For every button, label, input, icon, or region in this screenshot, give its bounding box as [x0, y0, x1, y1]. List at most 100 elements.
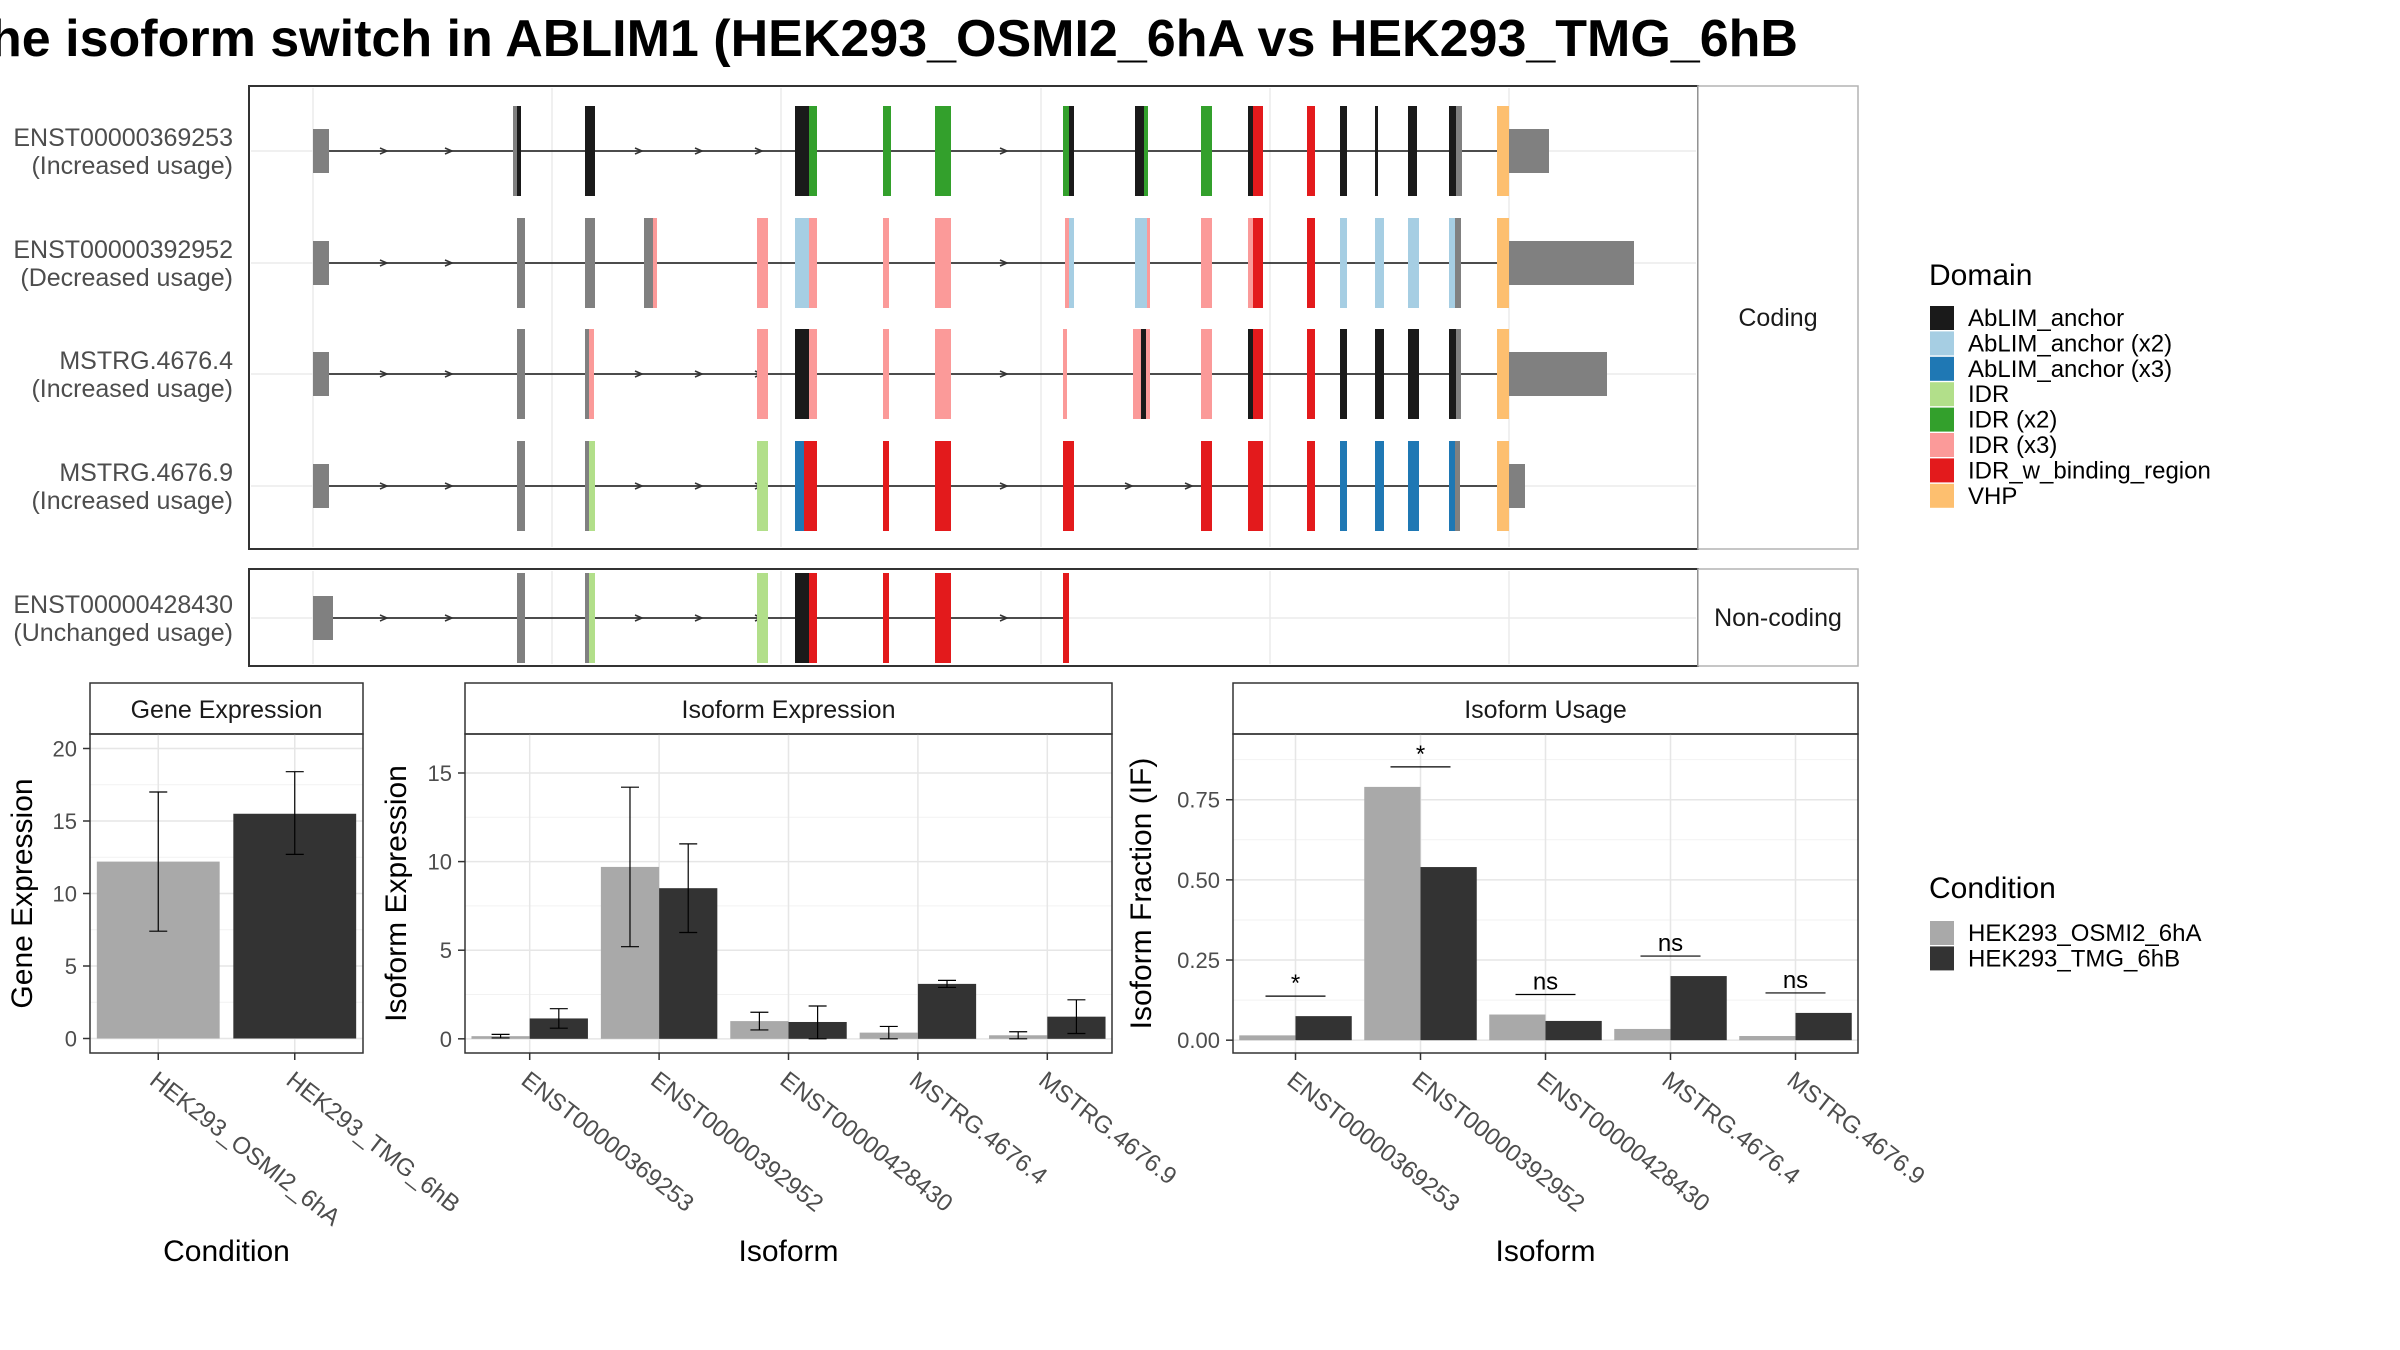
y-tick-label: 15	[428, 761, 452, 786]
plot-title: he isoform switch in ABLIM1 (HEK293_OSMI…	[0, 10, 1798, 68]
coding-exon	[513, 106, 517, 196]
bar	[1364, 786, 1421, 1041]
domain-exon	[1069, 218, 1074, 308]
coding-exon	[1456, 329, 1461, 419]
strand-arrow	[634, 482, 644, 490]
condition-legend-title: Condition	[1929, 872, 2056, 905]
bar	[1545, 1020, 1602, 1041]
significance-label: *	[1291, 970, 1300, 997]
coding-exon	[517, 441, 525, 531]
domain-legend-key	[1930, 306, 1954, 330]
domain-exon	[883, 218, 889, 308]
strand-arrow	[379, 614, 389, 622]
chart-title: Gene Expression	[131, 696, 323, 724]
domain-exon	[809, 218, 817, 308]
strand-arrow	[379, 370, 389, 378]
condition-legend-label: HEK293_OSMI2_6hA	[1968, 920, 2201, 947]
chart-strip	[1232, 682, 1859, 735]
condition-legend-label: HEK293_TMG_6hB	[1968, 945, 2180, 972]
coding-exon	[1456, 106, 1462, 196]
utr5-exon	[313, 596, 333, 640]
strand-arrow	[1124, 482, 1134, 490]
domain-exon	[795, 573, 809, 663]
strand-arrow	[444, 482, 454, 490]
domain-exon	[1065, 218, 1069, 308]
utr3-exon	[1509, 464, 1525, 508]
transcript-rows	[313, 106, 1634, 663]
coding-strip-label: Coding	[1738, 304, 1817, 332]
utr5-exon	[313, 464, 329, 508]
domain-exon	[1063, 329, 1067, 419]
y-tick-label: 0	[440, 1027, 452, 1052]
x-tick-label: MSTRG.4676.9	[1782, 1066, 1930, 1190]
strand-arrow	[694, 370, 704, 378]
noncoding-strip	[1697, 568, 1859, 667]
y-tick-label: 10	[53, 882, 77, 907]
domain-exon	[757, 441, 768, 531]
domain-exon	[1147, 218, 1150, 308]
significance-label: *	[1416, 741, 1425, 768]
domain-exon	[935, 106, 951, 196]
y-tick-label: 0.00	[1177, 1028, 1220, 1053]
domain-exon	[883, 106, 891, 196]
y-tick-label: 0	[65, 1027, 77, 1052]
domain-exon	[1497, 106, 1509, 196]
utr5-exon	[313, 129, 329, 173]
domain-exon	[935, 573, 951, 663]
transcript-row-MSTRG.4676.4	[313, 329, 1607, 419]
domain-legend-label: IDR	[1968, 381, 2009, 408]
bar	[1420, 867, 1477, 1041]
transcript-status-label: (Increased usage)	[31, 375, 233, 403]
strand-arrow	[694, 482, 704, 490]
y-tick-label: 5	[440, 938, 452, 963]
domain-exon	[1144, 106, 1148, 196]
domain-exon	[1375, 106, 1378, 196]
domain-exon	[1408, 218, 1419, 308]
domain-exon	[1497, 218, 1509, 308]
domain-exon	[1135, 106, 1144, 196]
domain-legend-key	[1930, 407, 1954, 432]
domain-legend-key	[1930, 356, 1954, 381]
domain-exon	[795, 218, 809, 308]
y-tick-label: 0.50	[1177, 868, 1220, 893]
domain-exon	[1146, 329, 1150, 419]
domain-exon	[589, 329, 594, 419]
transcript-row-ENST00000369253	[313, 106, 1549, 196]
bar	[1670, 976, 1727, 1041]
domain-exon	[1253, 329, 1263, 419]
domain-exon	[1408, 441, 1419, 531]
condition-legend-key	[1930, 921, 1954, 945]
domain-legend-label: AbLIM_anchor (x2)	[1968, 330, 2172, 357]
domain-exon	[585, 106, 595, 196]
coding-exon	[517, 218, 525, 308]
coding-exon	[585, 218, 595, 308]
strand-arrow	[694, 614, 704, 622]
domain-exon	[1497, 441, 1509, 531]
coding-panel-frame	[248, 85, 1699, 550]
domain-exon	[1449, 218, 1455, 308]
transcript-id-label: MSTRG.4676.4	[59, 347, 233, 375]
transcript-row-MSTRG.4676.9	[313, 441, 1525, 531]
domain-exon	[517, 106, 521, 196]
significance-label: ns	[1658, 930, 1683, 957]
bar	[1489, 1014, 1546, 1041]
transcript-id-label: ENST00000369253	[13, 124, 233, 152]
strand-arrow	[694, 147, 704, 155]
domain-exon	[809, 106, 817, 196]
domain-legend-label: IDR (x2)	[1968, 407, 2057, 434]
y-axis-title: Gene Expression	[6, 778, 39, 1008]
domain-legend-key	[1930, 433, 1954, 457]
coding-exon	[585, 573, 589, 663]
strand-arrow	[754, 147, 764, 155]
domain-exon	[1375, 218, 1384, 308]
domain-exon	[809, 573, 817, 663]
domain-exon	[935, 441, 951, 531]
coding-exon	[1455, 441, 1460, 531]
coding-strip	[1697, 85, 1859, 550]
bar	[1295, 1016, 1352, 1041]
domain-exon	[1340, 106, 1347, 196]
domain-exon	[1141, 329, 1146, 419]
domain-exon	[804, 441, 817, 531]
y-tick-label: 10	[428, 850, 452, 875]
